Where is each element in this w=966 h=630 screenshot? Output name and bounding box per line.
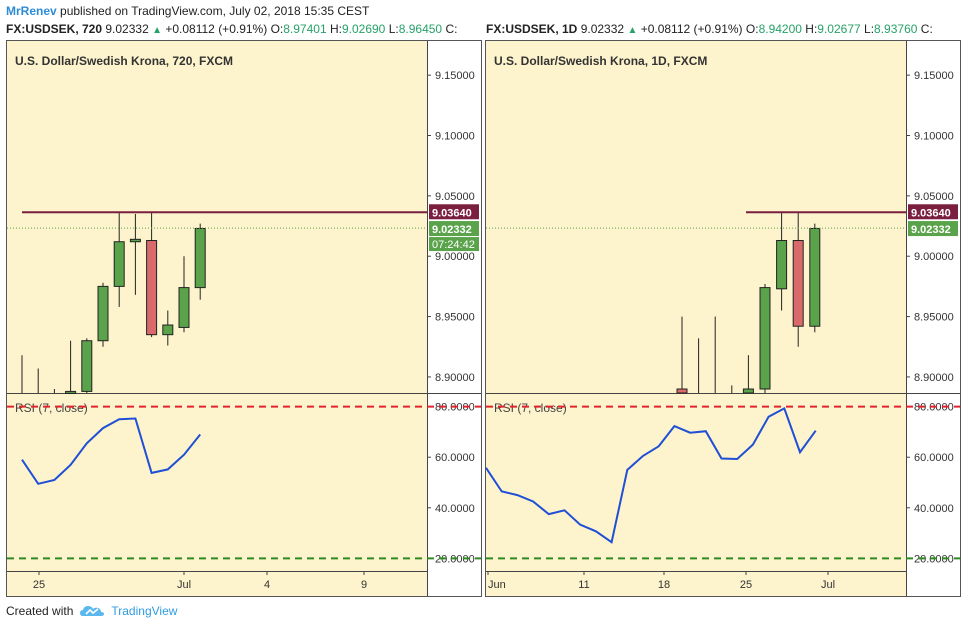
chart-title: U.S. Dollar/Swedish Krona, 1D, FXCM xyxy=(494,54,707,68)
candle-body xyxy=(162,324,174,336)
y-tick-label: 9.15000 xyxy=(435,70,475,82)
rsi-pane-bg xyxy=(7,394,427,571)
open-value: 8.97401 xyxy=(283,22,327,36)
last-price-label: 9.02332 xyxy=(911,224,951,236)
author-link[interactable]: MrRenev xyxy=(6,4,57,18)
chart-title: U.S. Dollar/Swedish Krona, 720, FXCM xyxy=(15,54,233,68)
candle-body xyxy=(792,240,804,327)
candle-body xyxy=(759,287,771,390)
symbol-label: FX:USDSEK, 1D xyxy=(486,22,578,36)
y-tick-label: 9.00000 xyxy=(435,251,475,263)
x-tick-label: 9 xyxy=(361,579,367,591)
symbol-info-left: FX:USDSEK, 720 9.02332 ▲ +0.08112 (+0.91… xyxy=(6,22,458,36)
countdown-bg xyxy=(429,237,479,252)
candle-body xyxy=(65,390,77,394)
chart-panel-720[interactable]: U.S. Dollar/Swedish Krona, 720, FXCM 9.15… xyxy=(6,40,482,597)
published-text: published on TradingView.com, July 02, 2… xyxy=(60,4,370,18)
y-tick-label: 8.95000 xyxy=(435,312,475,324)
change-value: +0.08112 (+0.91%) xyxy=(640,22,743,36)
tradingview-brand[interactable]: TradingView xyxy=(111,604,178,618)
y-tick-label: 9.05000 xyxy=(914,191,954,203)
candle-body xyxy=(676,388,688,394)
candle-body xyxy=(146,240,158,336)
candle-body xyxy=(742,388,754,394)
change-value: +0.08112 (+0.91%) xyxy=(165,22,268,36)
x-tick-label: 4 xyxy=(264,579,270,591)
price-pane-bg xyxy=(486,41,906,393)
candle-body xyxy=(97,285,109,342)
resistance-label-bg xyxy=(429,204,479,220)
last-price-label-bg xyxy=(429,221,479,237)
rsi-y-tick-label: 40.0000 xyxy=(914,503,954,515)
y-tick-label: 9.10000 xyxy=(914,131,954,143)
rsi-title: RSI (7, close) xyxy=(15,401,88,415)
tradingview-cloud-icon xyxy=(80,606,105,616)
candle-body xyxy=(809,227,821,327)
candle-body xyxy=(113,241,125,287)
open-value: 8.94200 xyxy=(758,22,802,36)
x-tick-label: Jun xyxy=(488,579,506,591)
rsi-y-tick-label: 40.0000 xyxy=(435,503,475,515)
rsi-pane-bg xyxy=(486,394,906,571)
x-tick-label: Jul xyxy=(821,579,835,591)
last-value: 9.02332 xyxy=(580,22,625,36)
candle-body xyxy=(129,238,141,243)
low-value: 8.93760 xyxy=(874,22,918,36)
y-tick-label: 8.90000 xyxy=(914,372,954,384)
time-axis-bg xyxy=(486,571,906,596)
resistance-label: 9.03640 xyxy=(432,207,472,219)
y-tick-label: 8.90000 xyxy=(435,372,475,384)
last-value: 9.02332 xyxy=(105,22,149,36)
candle-body xyxy=(178,287,190,328)
candle-body xyxy=(194,227,206,289)
y-tick-label: 9.15000 xyxy=(914,70,954,82)
up-arrow-icon: ▲ xyxy=(627,25,638,36)
symbol-label: FX:USDSEK, 720 xyxy=(6,22,103,36)
x-tick-label: 18 xyxy=(658,579,670,591)
price-pane-bg xyxy=(7,41,427,393)
last-price-label-bg xyxy=(908,221,958,237)
x-tick-label: 11 xyxy=(578,579,589,591)
chart-panel-1d[interactable]: U.S. Dollar/Swedish Krona, 1D, FXCM 9.150… xyxy=(485,40,961,597)
rsi-y-tick-label: 60.0000 xyxy=(914,452,954,464)
close-label: C: xyxy=(445,22,458,36)
rsi-title: RSI (7, close) xyxy=(494,401,567,415)
rsi-y-tick-label: 60.0000 xyxy=(435,452,475,464)
chart-svg: U.S. Dollar/Swedish Krona, 720, FXCM 9.15… xyxy=(7,41,481,596)
low-value: 8.96450 xyxy=(398,22,443,36)
publish-info: MrRenev published on TradingView.com, Ju… xyxy=(6,4,369,18)
x-tick-label: 25 xyxy=(740,579,752,591)
close-label: C: xyxy=(920,22,933,36)
high-value: 9.02690 xyxy=(341,22,386,36)
chart-svg: U.S. Dollar/Swedish Krona, 1D, FXCM 9.150… xyxy=(485,41,960,596)
x-tick-label: Jul xyxy=(177,579,191,591)
last-price-label: 9.02332 xyxy=(432,224,472,236)
high-value: 9.02677 xyxy=(817,22,861,36)
x-tick-label: 25 xyxy=(33,579,45,591)
candle-body xyxy=(81,340,93,392)
countdown-label: 07:24:42 xyxy=(432,239,475,251)
y-tick-label: 9.10000 xyxy=(435,131,475,143)
resistance-label: 9.03640 xyxy=(911,207,951,219)
y-tick-label: 9.00000 xyxy=(914,251,954,263)
candle-body xyxy=(776,240,788,290)
y-tick-label: 9.05000 xyxy=(435,191,475,203)
up-arrow-icon: ▲ xyxy=(152,25,163,36)
symbol-info-right: FX:USDSEK, 1D 9.02332 ▲ +0.08112 (+0.91%… xyxy=(486,22,933,36)
resistance-label-bg xyxy=(908,204,958,220)
rsi-line xyxy=(21,417,201,485)
created-with-text: Created with xyxy=(6,604,74,618)
y-tick-label: 8.95000 xyxy=(914,312,954,324)
time-axis-bg xyxy=(7,571,427,596)
footer: Created with TradingView xyxy=(6,604,177,618)
rsi-line xyxy=(485,406,817,544)
